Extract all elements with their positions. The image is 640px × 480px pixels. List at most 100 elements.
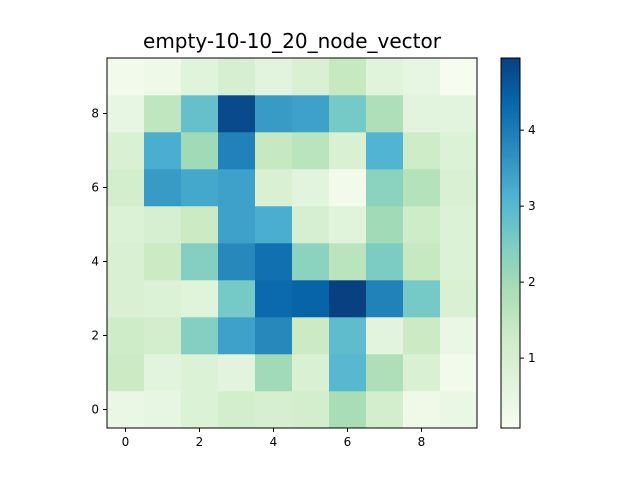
heatmap-cell xyxy=(403,95,441,133)
y-tick-label: 8 xyxy=(91,107,99,121)
heatmap-cell xyxy=(403,169,441,207)
heatmap-cell xyxy=(366,58,404,96)
heatmap-cell xyxy=(329,132,367,170)
heatmap-cell xyxy=(144,206,182,244)
heatmap-cell xyxy=(181,243,219,281)
heatmap-cell xyxy=(292,354,330,392)
heatmap-cell xyxy=(329,206,367,244)
heatmap-cell xyxy=(144,354,182,392)
heatmap-cell xyxy=(255,391,293,429)
heatmap-cell xyxy=(144,132,182,170)
heatmap-cell xyxy=(366,169,404,207)
x-tick-label: 2 xyxy=(196,435,204,449)
heatmap-cell xyxy=(366,317,404,355)
x-tick-label: 4 xyxy=(270,435,278,449)
heatmap-cell xyxy=(329,58,367,96)
heatmap-cell xyxy=(107,132,145,170)
heatmap-cell xyxy=(403,243,441,281)
heatmap-cell xyxy=(181,58,219,96)
heatmap-cell xyxy=(218,95,256,133)
heatmap-cell xyxy=(218,243,256,281)
heatmap-cell xyxy=(255,317,293,355)
heatmap-cell xyxy=(218,169,256,207)
heatmap-cell xyxy=(255,206,293,244)
heatmap-cell xyxy=(440,317,478,355)
y-tick-label: 0 xyxy=(91,403,99,417)
heatmap-cell xyxy=(440,132,478,170)
heatmap-cell xyxy=(329,243,367,281)
heatmap-cell xyxy=(181,354,219,392)
heatmap-cells xyxy=(107,58,478,429)
heatmap-cell xyxy=(144,169,182,207)
heatmap-cell xyxy=(403,280,441,318)
plot-frame xyxy=(106,57,478,429)
heatmap-cell xyxy=(181,280,219,318)
heatmap-cell xyxy=(255,280,293,318)
heatmap-cell xyxy=(329,280,367,318)
heatmap-cell xyxy=(403,317,441,355)
y-tick-label: 4 xyxy=(91,255,99,269)
heatmap-cell xyxy=(292,243,330,281)
heatmap-cell xyxy=(144,317,182,355)
y-tick-label: 6 xyxy=(91,181,99,195)
colorbar-gradient xyxy=(500,57,521,429)
heatmap-cell xyxy=(181,132,219,170)
heatmap-cell xyxy=(292,132,330,170)
heatmap-cell xyxy=(292,58,330,96)
heatmap-cell xyxy=(107,317,145,355)
heatmap-cell xyxy=(329,95,367,133)
colorbar-tick-label: 2 xyxy=(528,275,536,289)
heatmap-cell xyxy=(440,58,478,96)
heatmap-cell xyxy=(292,206,330,244)
heatmap-cell xyxy=(255,243,293,281)
heatmap-cell xyxy=(292,95,330,133)
heatmap-cell xyxy=(181,169,219,207)
heatmap-cell xyxy=(144,243,182,281)
heatmap-cell xyxy=(107,206,145,244)
x-tick-label: 8 xyxy=(418,435,426,449)
colorbar-tick-label: 3 xyxy=(528,199,536,213)
heatmap-cell xyxy=(255,95,293,133)
chart-title: empty-10-10_20_node_vector xyxy=(143,29,442,53)
heatmap-cell xyxy=(366,132,404,170)
heatmap-cell xyxy=(181,206,219,244)
heatmap-cell xyxy=(255,58,293,96)
heatmap-cell xyxy=(255,132,293,170)
heatmap-cell xyxy=(366,206,404,244)
x-tick-label: 0 xyxy=(122,435,130,449)
heatmap-cell xyxy=(366,391,404,429)
heatmap-cell xyxy=(181,95,219,133)
heatmap-cell xyxy=(440,391,478,429)
heatmap-cell xyxy=(440,280,478,318)
heatmap-cell xyxy=(366,95,404,133)
heatmap-cell xyxy=(107,391,145,429)
heatmap-cell xyxy=(181,391,219,429)
heatmap-cell xyxy=(218,354,256,392)
heatmap-cell xyxy=(255,169,293,207)
heatmap-cell xyxy=(440,169,478,207)
heatmap-cell xyxy=(181,317,219,355)
heatmap-cell xyxy=(366,280,404,318)
heatmap-cell xyxy=(107,354,145,392)
heatmap-cell xyxy=(144,391,182,429)
heatmap-cell xyxy=(107,58,145,96)
heatmap-cell xyxy=(107,243,145,281)
heatmap-cell xyxy=(144,58,182,96)
heatmap-cell xyxy=(403,354,441,392)
heatmap-cell xyxy=(144,95,182,133)
y-axis: 0 2 4 6 8 xyxy=(91,107,107,417)
heatmap-cell xyxy=(440,206,478,244)
heatmap-cell xyxy=(403,391,441,429)
heatmap-cell xyxy=(329,317,367,355)
colorbar-tick-label: 1 xyxy=(528,351,536,365)
heatmap-cell xyxy=(218,391,256,429)
x-axis: 0 2 4 6 8 xyxy=(122,428,426,449)
heatmap-cell xyxy=(218,132,256,170)
heatmap-cell xyxy=(107,169,145,207)
heatmap-cell xyxy=(107,95,145,133)
heatmap-cell xyxy=(292,169,330,207)
heatmap-cell xyxy=(329,169,367,207)
heatmap-cell xyxy=(366,354,404,392)
heatmap-cell xyxy=(255,354,293,392)
heatmap-cell xyxy=(292,280,330,318)
